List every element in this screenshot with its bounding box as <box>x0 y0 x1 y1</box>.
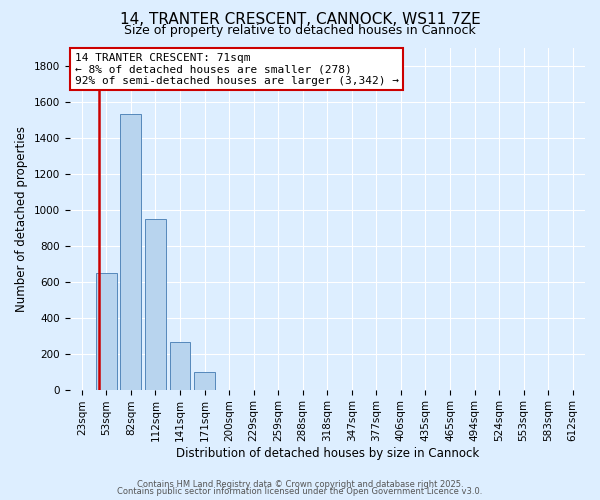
Text: Size of property relative to detached houses in Cannock: Size of property relative to detached ho… <box>124 24 476 37</box>
Bar <box>121 114 142 390</box>
X-axis label: Distribution of detached houses by size in Cannock: Distribution of detached houses by size … <box>176 447 479 460</box>
Bar <box>170 342 190 390</box>
Bar <box>96 272 117 390</box>
Text: Contains public sector information licensed under the Open Government Licence v3: Contains public sector information licen… <box>118 487 482 496</box>
Bar <box>145 218 166 390</box>
Bar <box>194 372 215 390</box>
Y-axis label: Number of detached properties: Number of detached properties <box>15 126 28 312</box>
Text: Contains HM Land Registry data © Crown copyright and database right 2025.: Contains HM Land Registry data © Crown c… <box>137 480 463 489</box>
Text: 14, TRANTER CRESCENT, CANNOCK, WS11 7ZE: 14, TRANTER CRESCENT, CANNOCK, WS11 7ZE <box>119 12 481 28</box>
Text: 14 TRANTER CRESCENT: 71sqm
← 8% of detached houses are smaller (278)
92% of semi: 14 TRANTER CRESCENT: 71sqm ← 8% of detac… <box>74 52 398 86</box>
